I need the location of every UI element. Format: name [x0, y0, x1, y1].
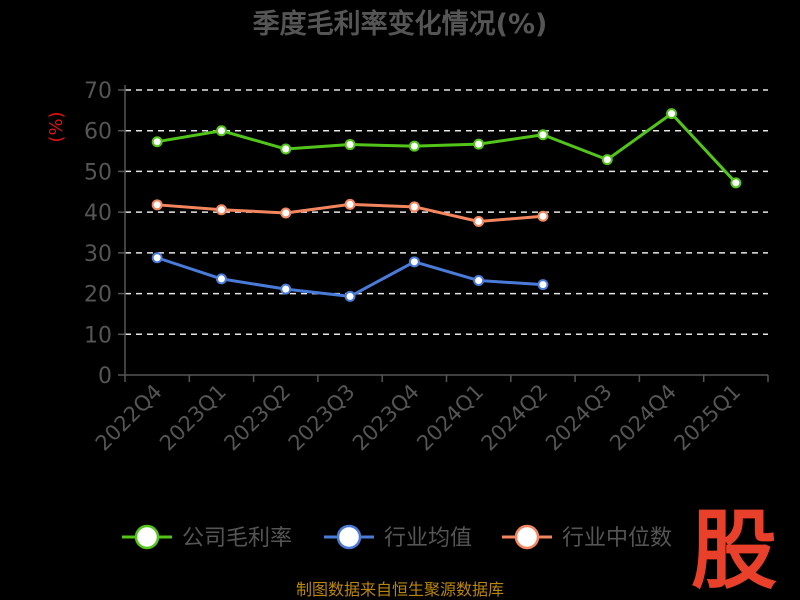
data-point[interactable] — [344, 139, 356, 151]
legend-item[interactable]: 行业均值 — [324, 524, 472, 551]
x-tick-label: 2022Q4 — [91, 380, 167, 456]
legend-label: 公司毛利率 — [182, 526, 292, 551]
gridlines — [125, 89, 768, 336]
x-axis-ticks: 2022Q42023Q12023Q22023Q32023Q42024Q12024… — [91, 375, 769, 456]
y-tick-label: 50 — [84, 160, 112, 185]
x-tick-label: 2023Q2 — [219, 380, 295, 456]
data-point[interactable] — [666, 108, 678, 120]
data-point[interactable] — [151, 252, 163, 264]
y-tick-label: 0 — [98, 364, 112, 389]
x-tick-label: 2023Q1 — [155, 380, 231, 456]
data-point[interactable] — [280, 283, 292, 295]
data-point[interactable] — [601, 154, 613, 166]
y-tick-label: 10 — [84, 323, 112, 348]
series-line — [156, 256, 544, 298]
source-note: 制图数据来自恒生聚源数据库 — [296, 580, 504, 599]
data-point[interactable] — [408, 201, 420, 213]
data-point[interactable] — [215, 204, 227, 216]
y-axis-ticks: 0 10 20 30 40 50 60 70 — [84, 79, 125, 389]
legend-label: 行业均值 — [384, 526, 472, 551]
legend-swatch-marker — [514, 524, 540, 550]
x-tick-label: 2025Q1 — [669, 380, 745, 456]
data-point[interactable] — [537, 129, 549, 141]
legend-swatch-marker — [134, 524, 160, 550]
x-tick-label: 2024Q4 — [605, 380, 681, 456]
series-lines — [151, 108, 742, 302]
legend-label: 行业中位数 — [562, 526, 672, 551]
data-point[interactable] — [473, 138, 485, 150]
data-point[interactable] — [280, 143, 292, 155]
legend-swatch-marker — [336, 524, 362, 550]
x-tick-label: 2024Q1 — [412, 380, 488, 456]
y-tick-label: 30 — [84, 242, 112, 267]
data-point[interactable] — [537, 210, 549, 222]
data-point[interactable] — [473, 216, 485, 228]
brand-logo-glyph: 股 — [691, 501, 777, 596]
x-tick-label: 2024Q2 — [477, 380, 553, 456]
series-0 — [151, 108, 742, 189]
x-tick-label: 2023Q4 — [348, 380, 424, 456]
y-tick-label: 70 — [84, 79, 112, 104]
y-tick-label: 20 — [84, 283, 112, 308]
data-point[interactable] — [730, 177, 742, 189]
data-point[interactable] — [537, 279, 549, 291]
chart-title: 季度毛利率变化情况(%) — [253, 8, 548, 40]
data-point[interactable] — [215, 273, 227, 285]
legend-item[interactable]: 行业中位数 — [502, 524, 672, 551]
data-point[interactable] — [408, 256, 420, 268]
series-1 — [151, 252, 549, 302]
data-point[interactable] — [280, 207, 292, 219]
data-point[interactable] — [151, 199, 163, 211]
y-tick-label: 60 — [84, 120, 112, 145]
x-tick-label: 2024Q3 — [541, 380, 617, 456]
y-axis-unit: (%) — [46, 111, 67, 142]
data-point[interactable] — [151, 136, 163, 148]
x-tick-label: 2023Q3 — [284, 380, 360, 456]
data-point[interactable] — [408, 140, 420, 152]
legend[interactable]: 公司毛利率 行业均值 行业中位数 — [122, 524, 672, 551]
legend-item[interactable]: 公司毛利率 — [122, 524, 292, 551]
data-point[interactable] — [344, 290, 356, 302]
series-line — [156, 112, 737, 184]
brand-logo: 股 — [690, 496, 790, 600]
series-2 — [151, 198, 549, 228]
data-point[interactable] — [215, 125, 227, 137]
data-point[interactable] — [344, 198, 356, 210]
data-point[interactable] — [473, 275, 485, 287]
y-tick-label: 40 — [84, 201, 112, 226]
